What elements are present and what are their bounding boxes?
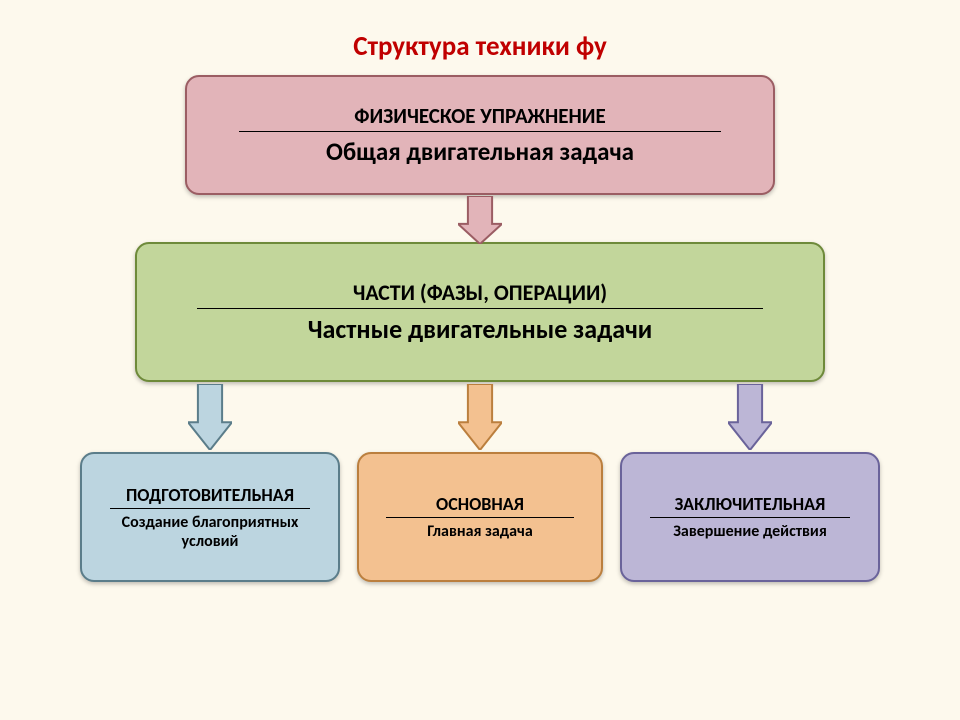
divider bbox=[650, 517, 851, 518]
node-parts-phases: ЧАСТИ (ФАЗЫ, ОПЕРАЦИИ) Частные двигатель… bbox=[135, 242, 825, 382]
node-final: ЗАКЛЮЧИТЕЛЬНАЯ Завершение действия bbox=[620, 452, 880, 582]
node-physical-exercise: ФИЗИЧЕСКОЕ УПРАЖНЕНИЕ Общая двигательная… bbox=[185, 75, 775, 195]
divider bbox=[110, 508, 311, 509]
node-subtitle: Главная задача bbox=[427, 522, 532, 541]
node-subtitle: Создание благоприятных условий bbox=[92, 513, 328, 551]
node-title: ЗАКЛЮЧИТЕЛЬНАЯ bbox=[675, 493, 826, 515]
node-preparatory: ПОДГОТОВИТЕЛЬНАЯ Создание благоприятных … bbox=[80, 452, 340, 582]
node-subtitle: Завершение действия bbox=[673, 522, 827, 541]
divider bbox=[239, 131, 720, 132]
node-title: ФИЗИЧЕСКОЕ УПРАЖНЕНИЕ bbox=[354, 103, 605, 129]
arrow-down-icon bbox=[188, 384, 232, 450]
arrow-down-icon bbox=[728, 384, 772, 450]
arrow-down-icon bbox=[458, 196, 502, 244]
node-subtitle: Частные двигательные задачи bbox=[308, 313, 653, 345]
node-subtitle: Общая двигательная задача bbox=[326, 136, 634, 167]
arrow-down-icon bbox=[458, 384, 502, 450]
page-title: Структура техники фу bbox=[0, 30, 960, 63]
node-title: ОСНОВНАЯ bbox=[436, 493, 524, 515]
node-title: ЧАСТИ (ФАЗЫ, ОПЕРАЦИИ) bbox=[353, 279, 607, 306]
node-main: ОСНОВНАЯ Главная задача bbox=[357, 452, 603, 582]
divider bbox=[197, 308, 763, 309]
node-title: ПОДГОТОВИТЕЛЬНАЯ bbox=[126, 484, 294, 506]
divider bbox=[386, 517, 575, 518]
